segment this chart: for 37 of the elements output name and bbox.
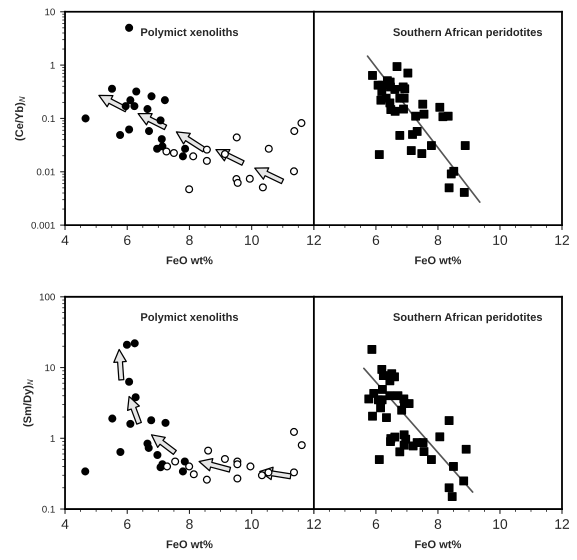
x-tick-label: 6 [372,519,380,529]
y-tick-label: 1 [50,435,55,442]
y-tick-label: 0.1 [42,506,55,513]
x-tick-label: 10 [245,519,259,529]
x-tick-label: 12 [555,235,570,245]
x-axis-title: FeO wt% [415,256,462,264]
x-tick-label: 4 [61,519,68,529]
x-tick-label: 8 [186,519,193,529]
x-axis-title: FeO wt% [415,540,462,548]
x-tick-label: 6 [372,235,380,246]
y-tick-label: 100 [40,294,55,300]
x-tick-label: 10 [245,235,259,246]
x-tick-label: 10 [493,235,508,246]
text: Polymict xenoliths [141,312,238,324]
x-axis-title: FeO wt% [166,256,213,264]
y-axis-title: (Sm/Dy)$_{N}$ [23,379,34,426]
x-axis-title: FeO wt% [166,540,213,548]
text: Southern African peridotites [393,312,542,324]
y-tick-label: 0.001 [31,222,55,229]
y-tick-label: 10 [45,8,55,16]
x-tick-label: 8 [186,235,193,246]
x-tick-label: 4 [61,235,68,245]
x-tick-label: 6 [124,235,130,246]
x-tick-label: 8 [434,235,442,246]
y-tick-label: 10 [45,364,55,372]
x-tick-label: 12 [555,519,570,529]
y-tick-label: 1 [50,62,55,69]
x-tick-label: 6 [124,519,130,529]
y-tick-label: 0.01 [36,168,55,176]
x-tick-label: 12 [307,519,321,529]
y-tick-label: 0.1 [42,115,55,122]
y-axis-title: (Ce/Yb)$_{N}$ [14,96,26,140]
x-tick-label: 10 [493,519,508,529]
x-tick-label: 12 [307,235,321,245]
text: Southern African peridotites [393,28,542,38]
text: Polymict xenoliths [141,28,238,38]
x-tick-label: 8 [434,519,442,529]
